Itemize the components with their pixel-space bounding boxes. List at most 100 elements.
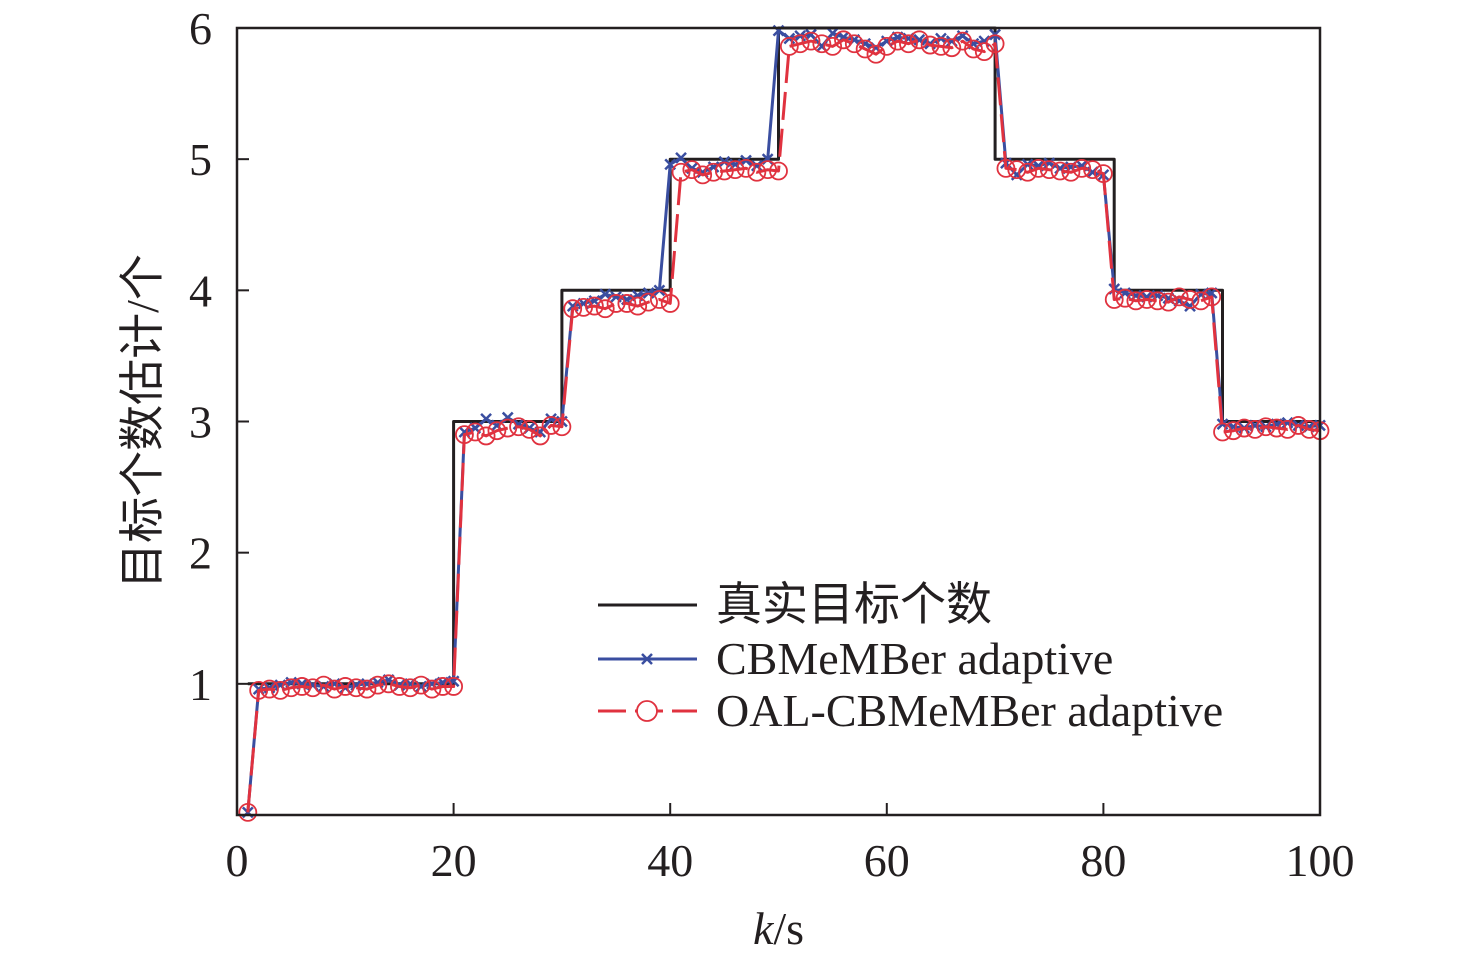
- data-point-circle-marker: [1148, 291, 1167, 311]
- data-point-circle-marker: [834, 30, 853, 50]
- x-axis-title-italic: k: [753, 903, 775, 954]
- data-point-circle-marker: [1169, 287, 1189, 307]
- data-point-x-marker: [675, 151, 687, 164]
- data-point-circle-marker: [920, 35, 940, 55]
- data-point-circle-marker: [411, 675, 431, 695]
- y-tick-label: 3: [189, 397, 212, 448]
- data-point-circle-marker: [671, 162, 691, 182]
- data-point-circle-marker: [736, 158, 756, 178]
- data-point-circle-marker: [942, 38, 962, 58]
- data-point-circle-marker: [335, 677, 355, 696]
- data-point-circle-marker: [812, 34, 832, 54]
- data-point-circle-marker: [649, 290, 669, 309]
- data-point-circle-marker: [433, 677, 453, 696]
- y-tick-label: 4: [189, 265, 212, 316]
- data-point-circle-marker: [1299, 419, 1319, 439]
- data-point-circle-marker: [617, 294, 637, 313]
- data-point-x-marker: [750, 159, 763, 172]
- data-point-circle-marker: [498, 418, 518, 438]
- data-point-circle-marker: [769, 161, 788, 181]
- x-axis-title-unit: /s: [773, 903, 804, 954]
- data-point-circle-marker: [714, 161, 734, 181]
- legend-label: OAL-CBMeMBer adaptive: [716, 685, 1223, 736]
- data-point-circle-marker: [541, 416, 561, 435]
- legend-x-marker: [641, 653, 653, 665]
- data-point-circle-marker: [292, 677, 312, 696]
- data-point-circle-marker: [1158, 292, 1178, 312]
- data-point-circle-marker: [238, 802, 258, 822]
- data-point-x-marker: [805, 28, 817, 41]
- plot-area: [238, 24, 1330, 822]
- data-point-circle-marker: [1126, 291, 1146, 311]
- data-point-circle-marker: [357, 679, 377, 699]
- legend-item-1: 真实目标个数: [598, 579, 992, 630]
- data-point-circle-marker: [1278, 419, 1297, 439]
- axes: 0 20 40 60 80 100 1 2 3 4 5 6 k/s 目标个数估计/个: [117, 3, 1355, 954]
- data-point-circle-marker: [1018, 162, 1037, 182]
- data-point-circle-marker: [844, 34, 864, 54]
- data-point-circle-marker: [249, 680, 269, 700]
- data-point-circle-marker: [1234, 418, 1254, 438]
- data-point-circle-marker: [1072, 158, 1092, 178]
- x-tick-label: 100: [1286, 835, 1355, 886]
- data-point-circle-marker: [465, 422, 485, 442]
- data-point-circle-marker: [1050, 161, 1070, 181]
- data-point-circle-marker: [899, 34, 918, 54]
- data-point-circle-marker: [725, 160, 745, 180]
- data-point-circle-marker: [260, 679, 279, 699]
- data-point-circle-marker: [487, 421, 507, 441]
- data-point-circle-marker: [530, 426, 550, 446]
- legend-circle-marker: [636, 700, 658, 722]
- legend-label: 真实目标个数: [716, 579, 992, 630]
- data-point-circle-marker: [368, 675, 388, 695]
- data-point-circle-marker: [888, 31, 908, 51]
- data-point-circle-marker: [823, 36, 843, 56]
- data-point-x-marker: [599, 288, 612, 301]
- data-point-x-marker: [480, 412, 492, 425]
- x-axis: 0 20 40 60 80 100: [226, 803, 1355, 886]
- data-point-circle-marker: [1094, 164, 1113, 183]
- data-point-circle-marker: [1213, 422, 1232, 442]
- data-point-circle-marker: [1007, 160, 1027, 180]
- data-point-circle-marker: [1245, 419, 1265, 439]
- series-line: [246, 38, 1321, 813]
- data-point-circle-marker: [400, 678, 420, 698]
- data-point-circle-marker: [303, 678, 323, 698]
- data-point-circle-marker: [1180, 290, 1200, 309]
- data-point-circle-marker: [704, 162, 723, 182]
- data-point-circle-marker: [379, 674, 399, 694]
- y-axis: 1 2 3 4 5 6: [189, 3, 249, 710]
- data-point-circle-marker: [1256, 417, 1276, 437]
- data-point-circle-marker: [1137, 290, 1157, 309]
- data-point-circle-marker: [325, 679, 344, 699]
- data-point-circle-marker: [682, 160, 702, 180]
- data-point-circle-marker: [931, 36, 951, 56]
- data-point-circle-marker: [520, 419, 539, 439]
- data-point-circle-marker: [996, 158, 1016, 178]
- data-point-circle-marker: [964, 39, 983, 59]
- data-point-circle-marker: [455, 425, 474, 445]
- data-point-circle-marker: [1115, 288, 1135, 308]
- data-point-circle-marker: [346, 678, 366, 698]
- data-point-circle-marker: [1104, 290, 1124, 309]
- data-point-circle-marker: [758, 160, 778, 180]
- data-point-circle-marker: [390, 677, 409, 696]
- data-point-circle-marker: [1061, 162, 1081, 182]
- series-line: [247, 26, 1320, 686]
- data-point-circle-marker: [1029, 158, 1048, 178]
- x-tick-label: 40: [647, 835, 693, 886]
- data-point-circle-marker: [574, 297, 593, 317]
- legend-item-2: CBMeMBer adaptive: [598, 633, 1113, 684]
- data-point-circle-marker: [1288, 416, 1308, 435]
- data-point-circle-marker: [1191, 291, 1211, 311]
- data-point-circle-marker: [595, 299, 615, 319]
- data-point-circle-marker: [422, 679, 442, 699]
- data-point-circle-marker: [476, 426, 496, 446]
- x-tick-label: 20: [431, 835, 477, 886]
- data-point-circle-marker: [877, 36, 897, 56]
- data-point-circle-marker: [606, 294, 626, 313]
- data-point-circle-marker: [909, 30, 929, 50]
- data-point-circle-marker: [552, 417, 572, 437]
